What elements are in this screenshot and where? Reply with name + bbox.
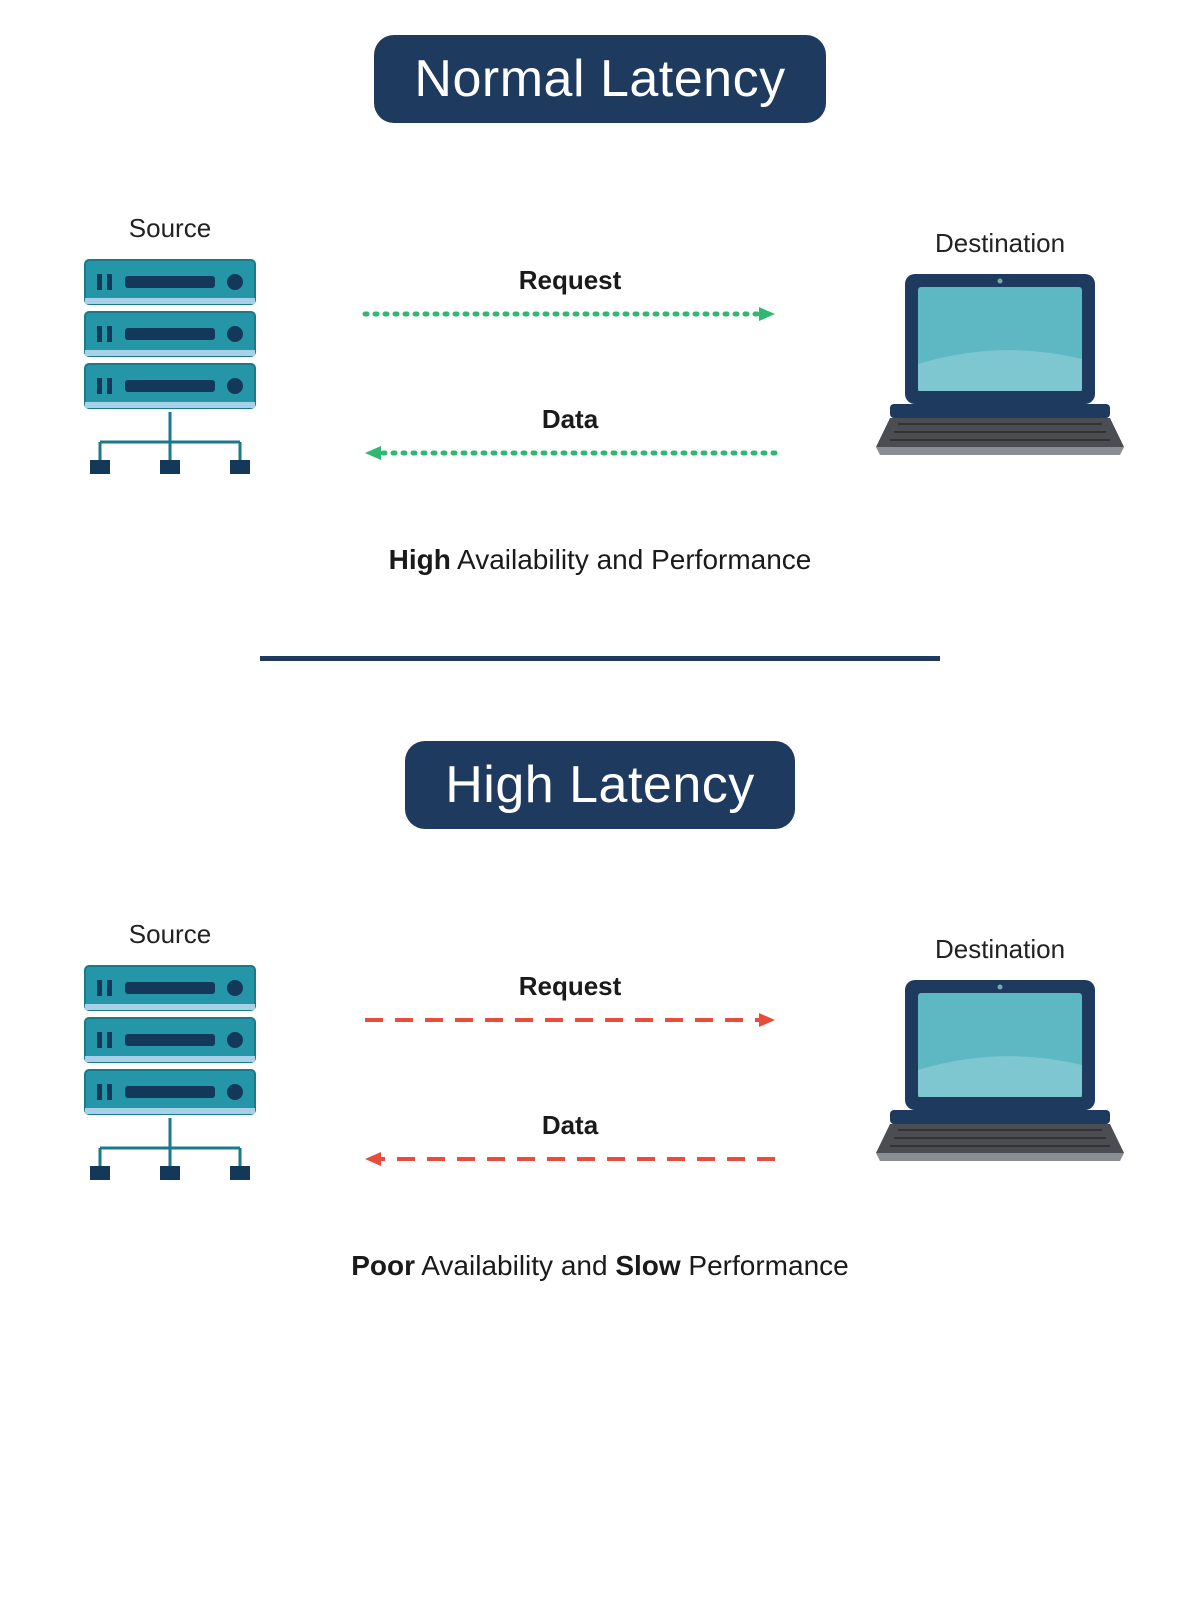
caption-text: Availability and xyxy=(415,1250,615,1281)
laptop-icon xyxy=(870,269,1130,459)
source-label: Source xyxy=(129,213,211,244)
high-diagram-row: Source Request Data Destination xyxy=(60,919,1140,1180)
high-title-pill: High Latency xyxy=(405,741,795,829)
arrow-right-dashed xyxy=(360,1010,780,1030)
destination-label: Destination xyxy=(935,228,1065,259)
caption-bold: Slow xyxy=(615,1250,680,1281)
arrow-right-dotted xyxy=(360,304,780,324)
high-caption: Poor Availability and Slow Performance xyxy=(351,1250,848,1282)
normal-destination-endpoint: Destination xyxy=(870,228,1130,459)
destination-label: Destination xyxy=(935,934,1065,965)
request-arrow-wrap: Request xyxy=(295,971,845,1030)
normal-caption: High Availability and Performance xyxy=(389,544,812,576)
normal-title-pill: Normal Latency xyxy=(374,35,825,123)
high-latency-section: High Latency Source Request Data Destina… xyxy=(60,741,1140,1282)
server-icon xyxy=(70,254,270,474)
request-label: Request xyxy=(519,971,622,1002)
high-arrows: Request Data xyxy=(270,971,870,1169)
data-arrow-wrap: Data xyxy=(295,1110,845,1169)
normal-arrows: Request Data xyxy=(270,265,870,463)
request-arrow-wrap: Request xyxy=(295,265,845,324)
server-icon xyxy=(70,960,270,1180)
caption-text: Performance xyxy=(681,1250,849,1281)
caption-text: Availability and Performance xyxy=(451,544,812,575)
high-destination-endpoint: Destination xyxy=(870,934,1130,1165)
normal-source-endpoint: Source xyxy=(70,213,270,474)
laptop-icon xyxy=(870,975,1130,1165)
data-label: Data xyxy=(542,404,598,435)
data-arrow-wrap: Data xyxy=(295,404,845,463)
data-label: Data xyxy=(542,1110,598,1141)
section-divider xyxy=(260,656,940,661)
caption-bold: Poor xyxy=(351,1250,415,1281)
high-source-endpoint: Source xyxy=(70,919,270,1180)
caption-bold: High xyxy=(389,544,451,575)
arrow-left-dotted xyxy=(360,443,780,463)
normal-diagram-row: Source Request Data Destination xyxy=(60,213,1140,474)
arrow-left-dashed xyxy=(360,1149,780,1169)
normal-latency-section: Normal Latency Source Request Data Desti… xyxy=(60,35,1140,576)
source-label: Source xyxy=(129,919,211,950)
request-label: Request xyxy=(519,265,622,296)
